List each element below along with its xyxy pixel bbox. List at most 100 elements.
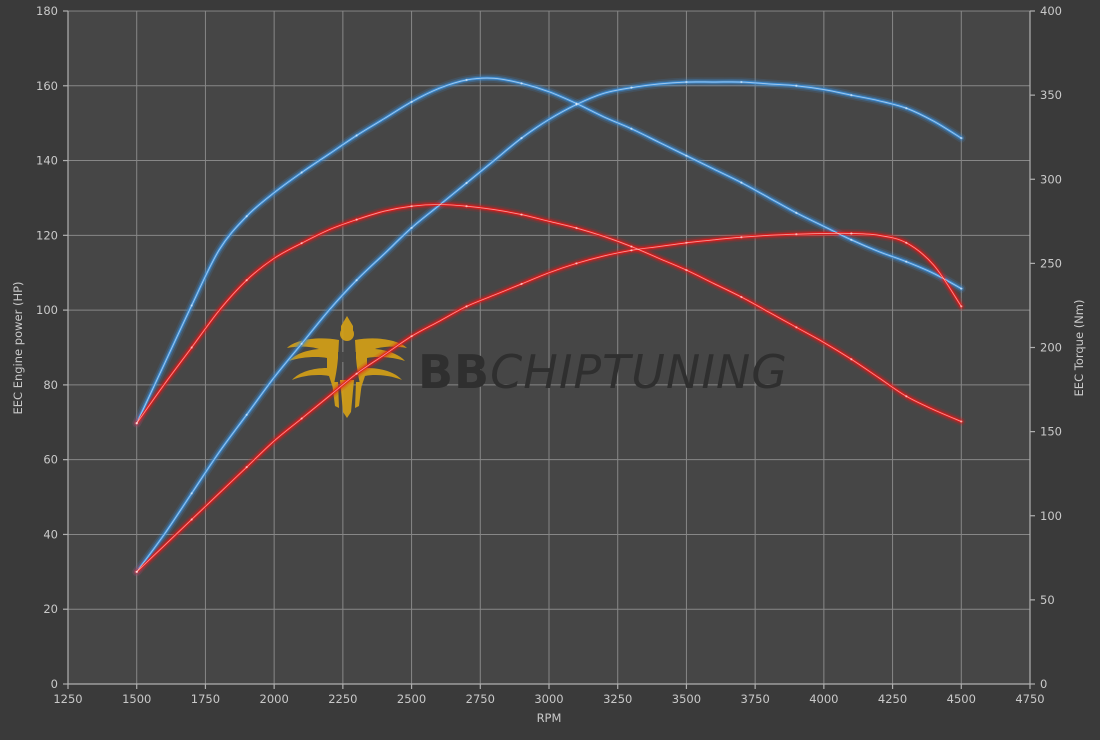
- y-tick-label-left: 180: [36, 4, 58, 18]
- data-point: [355, 372, 358, 375]
- data-point: [850, 358, 853, 361]
- data-point: [355, 279, 358, 282]
- data-point: [190, 304, 193, 307]
- data-point: [685, 241, 688, 244]
- data-point: [685, 269, 688, 272]
- data-point: [740, 181, 743, 184]
- x-tick-label: 1750: [191, 692, 220, 706]
- data-point: [245, 279, 248, 282]
- x-tick-label: 2750: [466, 692, 495, 706]
- y-tick-label-right: 200: [1040, 341, 1062, 355]
- x-tick-label: 1500: [122, 692, 151, 706]
- data-point: [850, 238, 853, 241]
- data-point: [795, 211, 798, 214]
- data-point: [520, 282, 523, 286]
- data-point: [630, 245, 633, 248]
- y-tick-label-right: 0: [1040, 677, 1047, 691]
- data-point: [520, 82, 523, 85]
- y-axis-left-title: EEC Engine power (HP): [11, 281, 25, 414]
- data-point: [410, 205, 413, 208]
- y-tick-label-right: 300: [1040, 172, 1062, 186]
- y-tick-label-right: 50: [1040, 593, 1055, 607]
- data-point: [575, 262, 578, 265]
- data-point: [960, 305, 963, 308]
- data-point: [190, 492, 193, 495]
- data-point: [135, 570, 138, 573]
- data-point: [520, 137, 523, 140]
- data-point: [630, 249, 633, 252]
- data-point: [905, 260, 908, 263]
- x-tick-label: 4250: [878, 692, 907, 706]
- data-point: [410, 226, 413, 229]
- y-tick-label-left: 20: [43, 602, 58, 616]
- x-tick-label: 3250: [603, 692, 632, 706]
- x-tick-label: 3000: [534, 692, 563, 706]
- data-point: [740, 295, 743, 299]
- y-tick-label-left: 120: [36, 228, 58, 242]
- data-point: [300, 417, 303, 420]
- y-tick-label-left: 0: [51, 677, 58, 691]
- data-point: [740, 80, 743, 84]
- data-point: [300, 171, 303, 174]
- x-tick-label: 4500: [947, 692, 976, 706]
- data-point: [520, 213, 523, 216]
- data-point: [245, 466, 248, 469]
- y-tick-label-left: 100: [36, 303, 58, 317]
- data-point: [685, 80, 688, 84]
- data-point: [685, 154, 688, 157]
- y-tick-label-right: 400: [1040, 4, 1062, 18]
- data-point: [245, 413, 248, 416]
- data-point: [850, 94, 853, 97]
- data-point: [465, 181, 468, 185]
- y-tick-label-left: 140: [36, 154, 58, 168]
- data-point: [850, 232, 853, 235]
- data-point: [410, 335, 413, 338]
- data-point: [740, 236, 743, 239]
- data-point: [190, 346, 193, 349]
- eagle-emblem-icon: [287, 316, 407, 418]
- data-point: [245, 215, 248, 218]
- x-tick-label: 4000: [809, 692, 838, 706]
- curve-core-highlight: [136, 77, 962, 573]
- data-point: [465, 78, 468, 82]
- y-tick-label-right: 250: [1040, 256, 1062, 270]
- curve-core-3: [136, 204, 962, 424]
- data-point: [795, 84, 798, 87]
- y-tick-label-left: 80: [43, 378, 58, 392]
- x-tick-label: 4750: [1015, 692, 1044, 706]
- data-point: [960, 137, 963, 140]
- y-tick-label-right: 350: [1040, 88, 1062, 102]
- data-point: [575, 226, 578, 230]
- data-point: [190, 518, 193, 521]
- y-tick-label-right: 100: [1040, 509, 1062, 523]
- curve-core-2: [136, 232, 962, 573]
- data-point: [905, 395, 908, 398]
- curve-core-0: [136, 81, 962, 573]
- x-tick-label: 1250: [53, 692, 82, 706]
- x-tick-label: 3500: [672, 692, 701, 706]
- x-tick-label: 2500: [397, 692, 426, 706]
- x-axis-title: RPM: [537, 711, 562, 725]
- grid-lines: [67, 10, 1031, 684]
- data-point: [300, 342, 303, 345]
- x-tick-label: 2000: [260, 692, 289, 706]
- tick-marks: [63, 10, 1035, 689]
- data-point: [905, 241, 908, 244]
- tick-labels: 1250 1500 1750 2000 2250 2500 2750 3000 3250 3500…: [36, 4, 1062, 706]
- y-tick-label-left: 40: [43, 527, 58, 541]
- watermark-brand-text: BBCHIPTUNING: [418, 345, 788, 399]
- x-tick-label: 2250: [328, 692, 357, 706]
- data-point: [135, 422, 138, 425]
- y-tick-label-left: 60: [43, 453, 58, 467]
- data-point: [795, 233, 798, 236]
- data-point: [410, 100, 413, 103]
- data-point: [575, 102, 578, 105]
- curve-data-points: [135, 78, 963, 573]
- y-axis-right-title: EEC Torque (Nm): [1072, 300, 1086, 397]
- y-tick-label-left: 160: [36, 79, 58, 93]
- data-point: [300, 242, 303, 245]
- data-point: [795, 326, 798, 329]
- data-point: [465, 305, 468, 308]
- data-point: [960, 420, 963, 423]
